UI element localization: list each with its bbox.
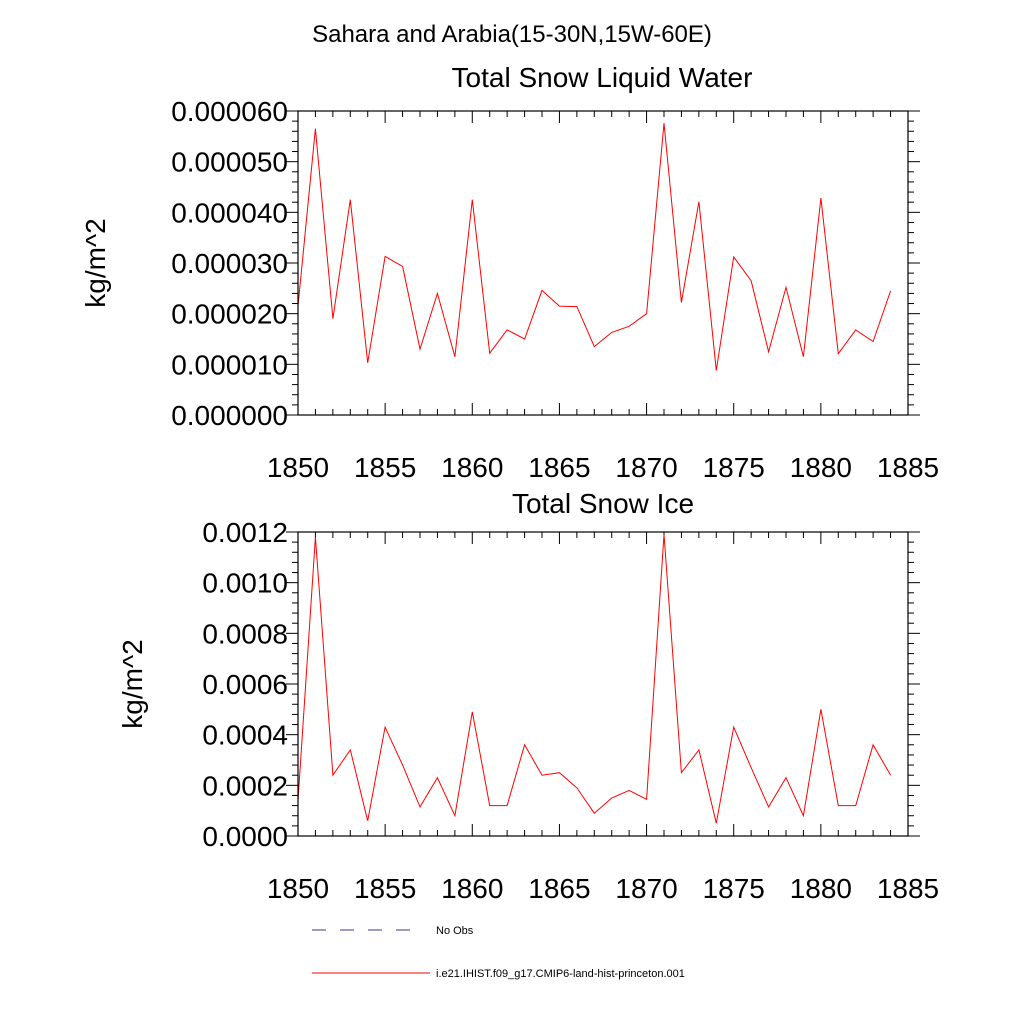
panel-bottom-ylabel: kg/m^2: [117, 639, 148, 728]
panel-top-xtick-label: 1885: [877, 452, 939, 483]
panel-bottom-xtick-label: 1885: [877, 873, 939, 904]
main-title: Sahara and Arabia(15-30N,15W-60E): [312, 21, 712, 48]
panel-bottom-ytick-label: 0.0002: [202, 770, 288, 801]
panel-top-xtick-label: 1865: [528, 452, 590, 483]
panel-bottom: Total Snow Ice kg/m^2 1850 1855 1860 1865 18…: [117, 488, 939, 904]
panel-bottom-title: Total Snow Ice: [512, 488, 694, 519]
panel-top-ticks: [286, 110, 920, 416]
panel-bottom-ytick-label: 0.0010: [202, 568, 288, 599]
panel-top-xtick-label: 1870: [615, 452, 677, 483]
panel-top-ytick-label: 0.000000: [171, 400, 288, 431]
panel-bottom-xtick-label: 1880: [790, 873, 852, 904]
panel-bottom-tick-labels: 1850 1855 1860 1865 1870 1875 1880 1885 0.0000 0.…: [202, 517, 939, 904]
panel-bottom-ytick-label: 0.0006: [202, 669, 288, 700]
panel-top-ytick-label: 0.000060: [171, 96, 288, 127]
panel-top-xtick-label: 1860: [441, 452, 503, 483]
panel-top-series-line: [297, 123, 892, 371]
panel-top-xtick-label: 1850: [267, 452, 329, 483]
panel-top-xtick-label: 1880: [790, 452, 852, 483]
legend: No Obs i.e21.IHIST.f09_g17.CMIP6-land-hi…: [312, 925, 685, 980]
panel-bottom-xtick-label: 1875: [703, 873, 765, 904]
legend-label-no-obs: No Obs: [436, 925, 474, 937]
panel-bottom-ytick-label: 0.0004: [202, 720, 288, 751]
panel-bottom-xtick-label: 1865: [528, 873, 590, 904]
panel-top-xtick-label: 1855: [354, 452, 416, 483]
panel-bottom-series-line: [297, 534, 892, 824]
panel-top-ytick-label: 0.000030: [171, 248, 288, 279]
panel-top-ylabel: kg/m^2: [80, 218, 111, 307]
panel-top-ytick-label: 0.000040: [171, 197, 288, 228]
panel-bottom-ytick-label: 0.0000: [202, 821, 288, 852]
panel-top-frame: [297, 110, 909, 416]
panel-bottom-ytick-label: 0.0012: [202, 517, 288, 548]
panel-bottom-xtick-label: 1860: [441, 873, 503, 904]
panel-bottom-xtick-label: 1850: [267, 873, 329, 904]
panel-top-xtick-label: 1875: [703, 452, 765, 483]
panel-top-title: Total Snow Liquid Water: [452, 62, 753, 93]
legend-label-model: i.e21.IHIST.f09_g17.CMIP6-land-hist-prin…: [436, 968, 685, 980]
panel-top-ytick-label: 0.000020: [171, 299, 288, 330]
panel-top-tick-labels: 1850 1855 1860 1865 1870 1875 1880 1885 0.000000…: [171, 96, 939, 483]
panel-top: Total Snow Liquid Water kg/m^2 1850 1855 1…: [80, 62, 939, 483]
panel-bottom-ticks: [286, 531, 920, 837]
panel-bottom-xtick-label: 1870: [615, 873, 677, 904]
panel-bottom-ytick-label: 0.0008: [202, 618, 288, 649]
panel-top-ytick-label: 0.000010: [171, 349, 288, 380]
panel-bottom-xtick-label: 1855: [354, 873, 416, 904]
panel-bottom-frame: [297, 531, 909, 837]
panel-top-ytick-label: 0.000050: [171, 147, 288, 178]
